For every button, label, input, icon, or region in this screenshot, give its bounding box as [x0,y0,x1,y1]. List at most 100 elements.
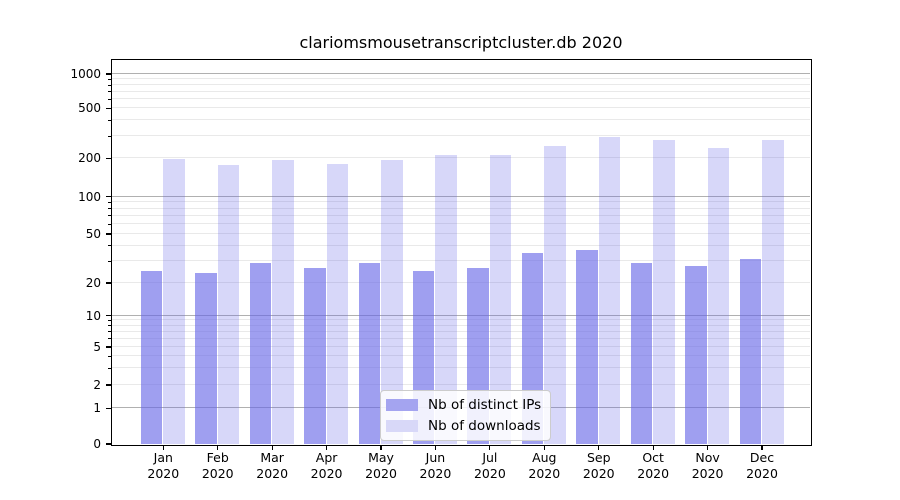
gridline [111,98,810,100]
y-minor-tick-mark [108,319,111,321]
gridlines-layer [111,60,810,444]
x-tick-label: Apr 2020 [310,450,343,481]
y-minor-tick-mark [108,215,111,217]
y-tick-mark [105,73,111,75]
legend-swatch [386,420,418,432]
y-tick-mark [105,195,111,198]
x-tick-mark [434,445,437,450]
x-tick-mark [271,445,273,450]
legend-label: Nb of distinct IPs [428,397,542,413]
bar-distinct-ips [358,262,381,444]
gridline [111,119,810,121]
gridline [111,73,810,74]
bar-distinct-ips [249,262,272,444]
bar-distinct-ips [685,266,707,444]
y-minor-tick-mark [108,245,111,247]
bar-downloads [598,137,621,444]
y-tick-label: 1000 [70,67,101,81]
gridline [111,337,810,339]
x-tick-label: Jul 2020 [473,450,506,481]
x-tick-mark [598,445,600,450]
gridline [111,260,810,262]
gridline [111,355,810,357]
gridline [111,314,810,316]
y-tick-label: 2 [93,378,101,393]
chart-title: clariomsmousetranscriptcluster.db 2020 [299,33,623,52]
bar-downloads [489,154,512,444]
y-minor-tick-mark [108,201,111,203]
plot-area [110,58,812,446]
x-tick-label: Nov 2020 [691,450,724,481]
gridline [111,281,810,283]
y-minor-tick-mark [108,367,111,369]
gridline [111,367,810,369]
x-tick-label: Sep 2020 [582,450,615,481]
y-tick-label: 500 [78,101,101,116]
x-tick-mark [380,445,382,450]
x-tick-mark [162,445,164,450]
bar-distinct-ips [576,249,598,444]
y-tick-mark [105,443,111,445]
y-tick-mark [105,233,111,235]
gridline [111,244,810,246]
y-tick-label: 50 [85,226,101,241]
gridline [111,232,810,234]
gridline [111,201,810,203]
gridline [111,319,810,321]
bar-distinct-ips [195,272,217,444]
y-minor-tick-mark [108,98,111,100]
gridline [111,384,810,386]
bar-downloads [163,159,185,444]
x-tick-label: Dec 2020 [746,450,778,481]
bar-downloads [707,148,730,444]
gridline [111,78,810,80]
y-minor-tick-mark [108,331,111,333]
x-tick-mark [489,445,491,450]
gridline [111,214,810,216]
bar-distinct-ips [140,270,163,444]
y-tick-mark [105,157,111,159]
y-minor-tick-mark [108,260,111,262]
gridline [111,195,810,197]
y-minor-tick-mark [108,325,111,327]
legend-swatch [386,399,418,411]
y-tick-label: 5 [93,340,101,354]
gridline [111,346,810,347]
gridline [111,135,810,137]
gridline [111,84,810,86]
y-tick-mark [105,384,111,386]
y-minor-tick-mark [108,84,111,86]
gridline [111,207,810,209]
bar-downloads [435,155,457,444]
bar-downloads [762,140,784,444]
gridline [111,324,810,326]
legend: Nb of distinct IPs Nb of downloads [380,390,552,441]
y-minor-tick-mark [108,223,111,225]
y-minor-tick-mark [108,91,111,93]
y-tick-label: 1 [93,401,101,416]
x-tick-mark [325,445,328,450]
y-minor-tick-mark [108,208,111,210]
bar-downloads [217,165,240,444]
y-tick-mark [105,314,111,317]
x-tick-label: Jun 2020 [419,450,452,481]
x-tick-mark [707,445,709,450]
y-minor-tick-mark [108,119,111,121]
x-tick-mark [652,445,654,450]
bar-distinct-ips [630,262,653,444]
bar-downloads [272,159,294,444]
bar-downloads [653,140,675,444]
y-tick-label: 0 [93,437,101,451]
bar-downloads [326,163,349,444]
y-tick-label: 100 [78,189,101,204]
gridline [111,90,810,92]
bar-downloads [381,160,403,444]
legend-label: Nb of downloads [428,418,541,434]
legend-item: Nb of downloads [386,418,541,434]
gridline [111,157,810,159]
y-tick-mark [105,346,111,348]
x-tick-label: Oct 2020 [637,450,670,481]
y-minor-tick-mark [108,355,111,357]
y-tick-mark [105,107,111,109]
